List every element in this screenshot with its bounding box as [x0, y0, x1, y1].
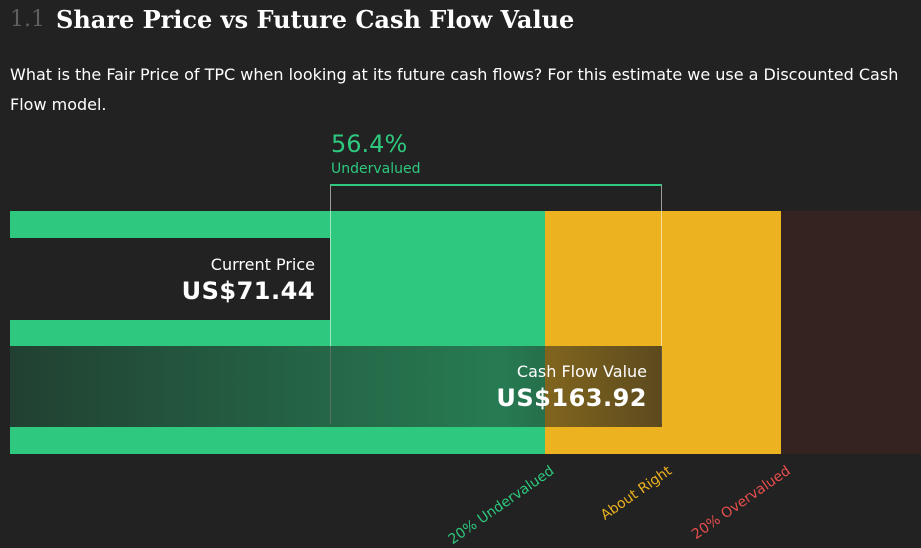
- section-number: 1.1: [10, 7, 45, 32]
- overvalued-zone: [781, 211, 921, 454]
- cash-flow-value-label: Cash Flow Value: [516, 362, 647, 381]
- current-price-label: Current Price: [210, 255, 315, 274]
- section-title: Share Price vs Future Cash Flow Value: [56, 5, 575, 34]
- current-price-value: US$71.44: [181, 277, 315, 305]
- section-description: What is the Fair Price of TPC when looki…: [10, 65, 899, 114]
- zone-label-undervalued: 20% Undervalued: [445, 463, 558, 548]
- cash-flow-value-amount: US$163.92: [496, 384, 647, 412]
- zone-label-about-right: About Right: [598, 463, 676, 524]
- cash-flow-value-bar: Cash Flow Value US$163.92: [10, 346, 662, 427]
- undervalued-gap-bracket: [330, 184, 662, 424]
- undervalued-percent: 56.4%: [331, 130, 408, 158]
- undervalued-status: Undervalued: [331, 161, 421, 177]
- zone-label-overvalued: 20% Overvalued: [688, 463, 794, 543]
- current-price-bar: Current Price US$71.44: [10, 238, 330, 320]
